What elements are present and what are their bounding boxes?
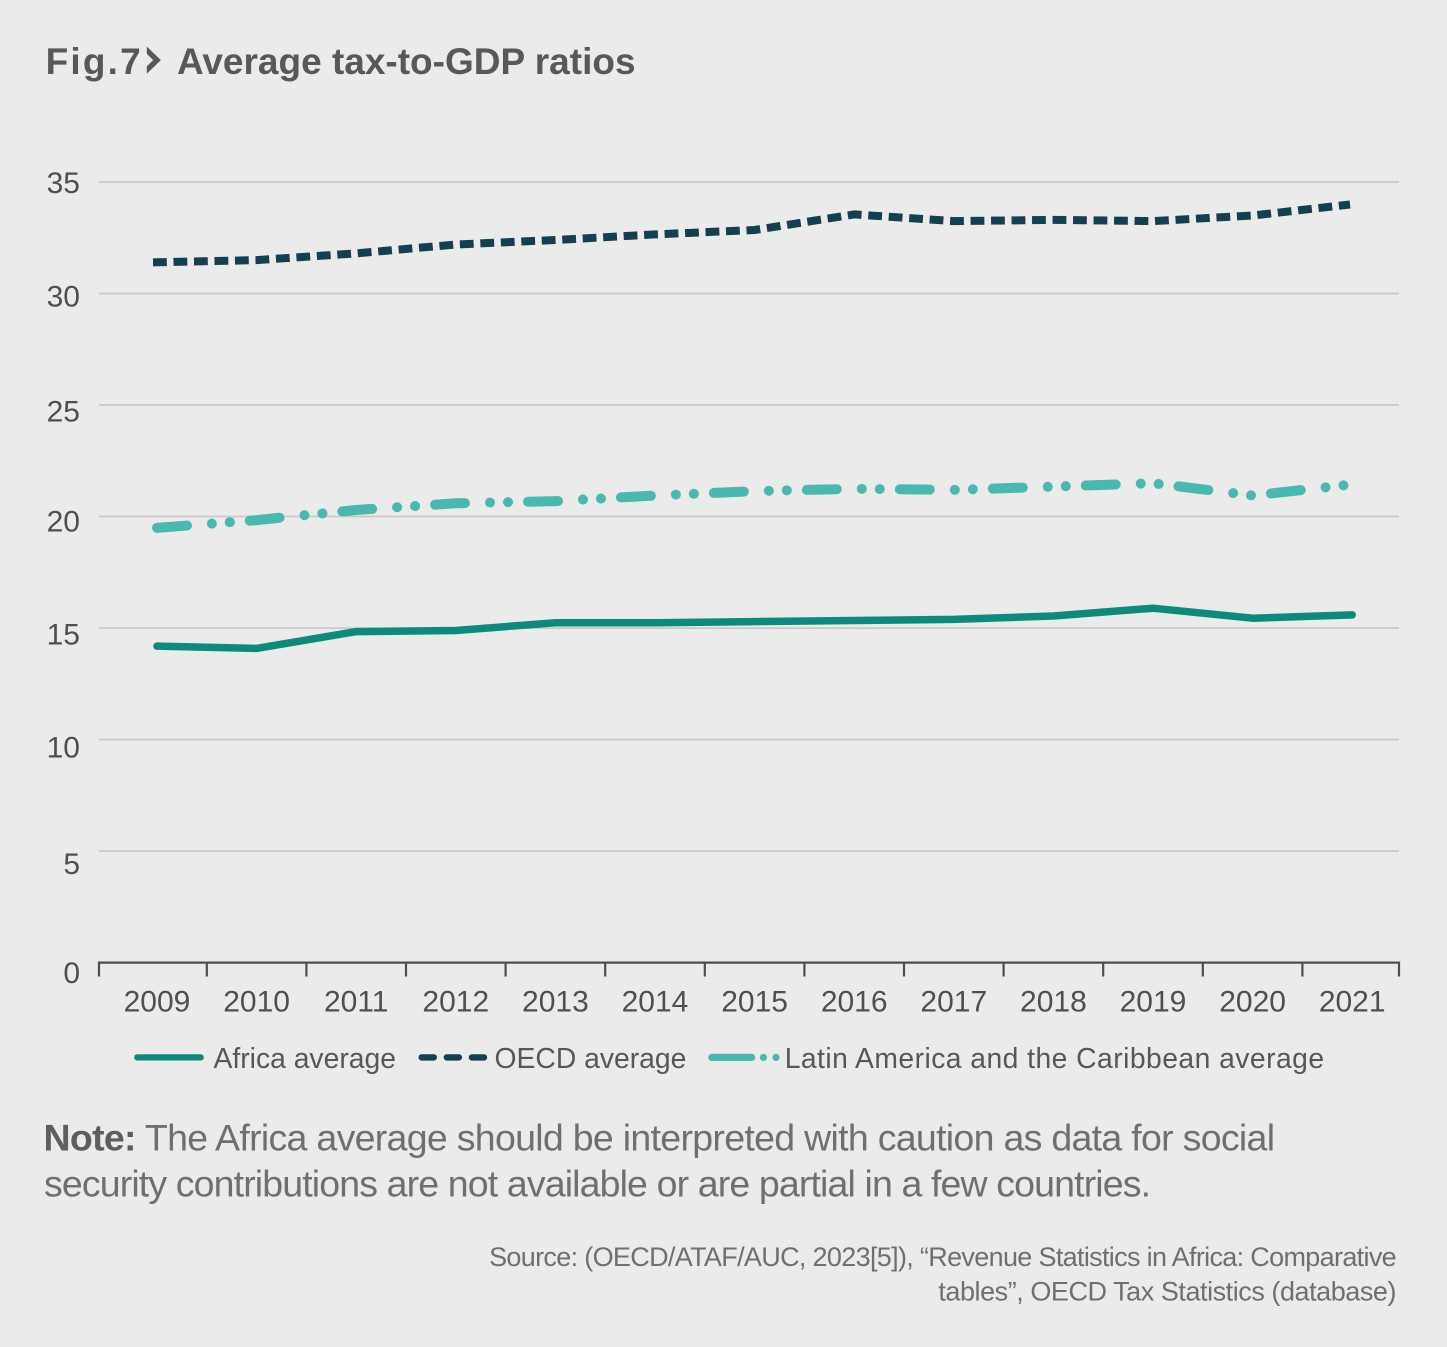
svg-text:2012: 2012 bbox=[422, 986, 489, 1019]
svg-text:35: 35 bbox=[47, 167, 80, 200]
svg-text:2009: 2009 bbox=[124, 986, 191, 1019]
svg-text:30: 30 bbox=[47, 280, 80, 313]
svg-text:2019: 2019 bbox=[1120, 986, 1187, 1019]
svg-text:2021: 2021 bbox=[1319, 986, 1386, 1019]
svg-text:tables”, OECD Tax Statistics (: tables”, OECD Tax Statistics (database) bbox=[938, 1277, 1396, 1307]
svg-text:Latin America and the Caribbea: Latin America and the Caribbean average bbox=[785, 1042, 1325, 1074]
svg-text:Note: The Africa average shoul: Note: The Africa average should be inter… bbox=[44, 1116, 1275, 1158]
svg-text:25: 25 bbox=[47, 395, 80, 428]
svg-text:2014: 2014 bbox=[622, 986, 689, 1019]
svg-text:0: 0 bbox=[63, 957, 80, 990]
svg-text:2018: 2018 bbox=[1020, 986, 1087, 1019]
svg-text:2015: 2015 bbox=[721, 986, 788, 1019]
svg-text:OECD average: OECD average bbox=[495, 1042, 687, 1074]
svg-text:2011: 2011 bbox=[324, 986, 389, 1019]
svg-text:2016: 2016 bbox=[821, 986, 888, 1019]
svg-text:20: 20 bbox=[47, 506, 80, 539]
svg-text:15: 15 bbox=[47, 619, 80, 652]
svg-text:10: 10 bbox=[47, 732, 80, 765]
svg-text:2013: 2013 bbox=[522, 986, 589, 1019]
svg-text:Average tax-to-GDP ratios: Average tax-to-GDP ratios bbox=[177, 41, 636, 82]
svg-text:security contributions are not: security contributions are not available… bbox=[44, 1163, 1150, 1205]
svg-text:2020: 2020 bbox=[1219, 986, 1286, 1019]
svg-text:5: 5 bbox=[63, 848, 80, 881]
svg-text:Africa average: Africa average bbox=[214, 1042, 396, 1074]
svg-text:2010: 2010 bbox=[223, 986, 290, 1019]
svg-text:Fig.7: Fig.7 bbox=[46, 41, 143, 82]
svg-text:2017: 2017 bbox=[920, 986, 987, 1019]
svg-text:Source: (OECD/ATAF/AUC, 2023[5: Source: (OECD/ATAF/AUC, 2023[5]), “Reven… bbox=[489, 1242, 1396, 1272]
